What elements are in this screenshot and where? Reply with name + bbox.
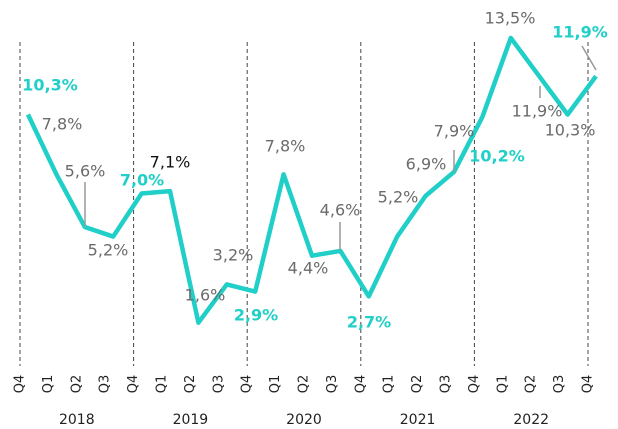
data-label: 7,8% — [42, 115, 83, 134]
data-label: 5,6% — [65, 162, 106, 181]
group-label: 2018 — [59, 412, 95, 428]
x-tick-label: Q1 — [41, 375, 56, 394]
data-label: 4,6% — [320, 201, 361, 220]
x-tick-label: Q2 — [183, 375, 198, 394]
data-label: 2,7% — [347, 313, 391, 332]
data-label: 3,2% — [213, 246, 254, 265]
data-label: 7,9% — [434, 122, 475, 141]
data-label: 7,0% — [120, 171, 164, 190]
x-tick-label: Q3 — [98, 375, 113, 394]
x-tick-label: Q4 — [353, 375, 368, 394]
data-label: 11,9% — [512, 102, 563, 121]
x-tick-label: Q4 — [240, 375, 255, 394]
data-label: 7,1% — [150, 153, 191, 172]
x-tick-label: Q3 — [439, 375, 454, 394]
x-tick-label: Q4 — [467, 375, 482, 394]
x-tick-label: Q4 — [126, 375, 141, 394]
line — [25, 35, 598, 325]
group-label: 2020 — [286, 412, 322, 428]
group-label: 2021 — [400, 412, 436, 428]
data-label: 10,3% — [22, 76, 78, 95]
x-tick-label: Q4 — [581, 375, 596, 394]
data-label: 11,9% — [552, 23, 608, 42]
data-label: 5,2% — [88, 241, 129, 260]
x-tick-label: Q1 — [382, 375, 397, 394]
data-label: 4,4% — [288, 259, 329, 278]
data-label: 10,2% — [469, 147, 525, 166]
data-label: 5,2% — [378, 188, 419, 207]
x-tick-label: Q2 — [69, 375, 84, 394]
x-tick-label: Q2 — [297, 375, 312, 394]
data-label: 2,9% — [234, 306, 278, 325]
x-tick-label: Q4 — [13, 375, 28, 394]
x-tick-label: Q3 — [211, 375, 226, 394]
group-label: 2022 — [513, 412, 549, 428]
leader-line — [581, 45, 597, 71]
x-tick-label: Q1 — [495, 375, 510, 394]
group-label: 2019 — [173, 412, 209, 428]
x-tick-label: Q2 — [524, 375, 539, 394]
data-label: 7,8% — [265, 137, 306, 156]
x-tick-label: Q1 — [268, 375, 283, 394]
data-label: 13,5% — [485, 9, 536, 28]
x-tick-label: Q3 — [325, 375, 340, 394]
data-label: 10,3% — [545, 121, 596, 140]
x-tick-label: Q2 — [410, 375, 425, 394]
data-label: 1,6% — [185, 286, 226, 305]
x-tick-label: Q1 — [155, 375, 170, 394]
x-tick-label: Q3 — [552, 375, 567, 394]
data-label: 6,9% — [406, 155, 447, 174]
